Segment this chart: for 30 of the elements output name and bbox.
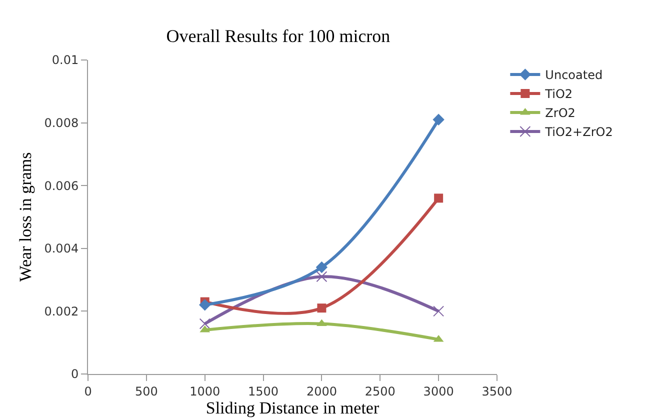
y-tick-label: 0.004 bbox=[44, 242, 79, 256]
x-tick-label: 2500 bbox=[364, 384, 396, 398]
point bbox=[434, 194, 444, 203]
legend-label: ZrO2 bbox=[545, 106, 576, 120]
point bbox=[316, 261, 328, 274]
point bbox=[316, 319, 327, 326]
x-tick-label: 1000 bbox=[190, 384, 220, 398]
x-tick-label: 500 bbox=[134, 384, 158, 398]
x-tick-label: 2000 bbox=[306, 384, 337, 398]
y-tick-label: 0.01 bbox=[52, 53, 79, 68]
x-tick-label: 3500 bbox=[482, 384, 512, 398]
y-axis-title: Wear loss in grams bbox=[16, 152, 35, 282]
legend-label: TiO2+ZrO2 bbox=[544, 125, 613, 140]
x-tick-label: 1500 bbox=[248, 384, 279, 398]
point bbox=[433, 306, 444, 317]
y-tick-label: 0.002 bbox=[44, 304, 79, 318]
legend-label: Uncoated bbox=[545, 68, 603, 82]
point bbox=[199, 318, 210, 330]
x-axis-title: Sliding Distance in meter bbox=[206, 398, 380, 418]
point bbox=[199, 299, 211, 311]
point bbox=[317, 304, 326, 313]
y-tick-label: 0 bbox=[70, 367, 79, 382]
legend-label: TiO2 bbox=[544, 87, 573, 102]
x-tick-label: 0 bbox=[84, 384, 92, 398]
x-tick-label: 3000 bbox=[423, 384, 454, 398]
y-tick-label: 0.006 bbox=[44, 178, 79, 193]
point bbox=[316, 271, 328, 282]
chart-title: Overall Results for 100 micron bbox=[166, 26, 390, 46]
point bbox=[432, 114, 444, 126]
y-tick-label: 0.008 bbox=[44, 116, 79, 130]
